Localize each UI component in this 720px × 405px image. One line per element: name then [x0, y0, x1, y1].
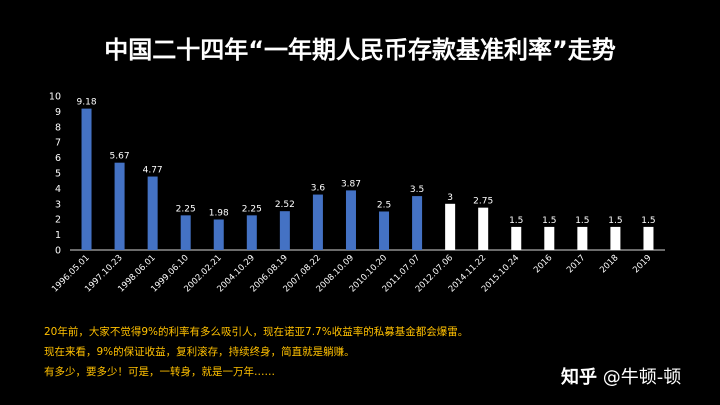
y-tick-label: 1 — [55, 230, 61, 241]
value-labels-group: 9.18 5.67 4.77 2.25 1.98 2.25 2.52 3.6 3.87 2.5 3.… — [77, 98, 656, 226]
bar-value-label: 2.52 — [275, 200, 295, 210]
note-line-2: 现在来看，9%的保证收益，复利滚存，持续终身，简直就是躺赚。 — [44, 346, 355, 358]
bar-value-label: 1.5 — [641, 216, 655, 226]
bar — [379, 211, 390, 250]
bar — [345, 190, 356, 250]
y-tick-label: 3 — [55, 199, 61, 210]
y-tick-label: 9 — [55, 107, 61, 118]
bar-value-label: 3.5 — [410, 185, 424, 195]
y-tick-label: 6 — [55, 153, 61, 164]
bar-value-label: 1.98 — [209, 209, 229, 219]
bar — [577, 226, 588, 250]
y-axis: 0 1 2 3 4 5 6 7 8 9 10 — [49, 92, 665, 257]
chart-title: 中国二十四年“一年期人民币存款基准利率”走势 — [104, 36, 616, 64]
bar — [147, 176, 158, 250]
watermark-zhihu-logo: 知乎 — [561, 367, 597, 388]
bar — [643, 226, 654, 250]
note-line-1: 20年前，大家不觉得9%的利率有多么吸引人，现在诺亚7.7%收益率的私募基金都会… — [44, 326, 469, 338]
y-tick-label: 4 — [55, 184, 61, 195]
y-tick-label: 2 — [55, 215, 61, 226]
bar — [213, 219, 224, 250]
x-tick-label: 2016 — [532, 253, 554, 275]
bar — [114, 162, 125, 250]
y-tick-label: 10 — [49, 92, 61, 103]
bar — [279, 211, 290, 250]
bar-chart: 0 1 2 3 4 5 6 7 8 9 10 9.18 5.67 4.77 2.25 1.98 2.25 2.5… — [49, 92, 665, 295]
bar-value-label: 2.75 — [473, 197, 493, 207]
bar — [610, 226, 621, 250]
bar — [312, 194, 323, 250]
bar — [412, 196, 423, 250]
bar-value-label: 1.5 — [575, 216, 589, 226]
x-tick-labels-group: 1996.05.011997.10.231998.06.011999.06.10… — [50, 253, 653, 294]
bar — [180, 215, 191, 250]
x-tick-label: 2017 — [565, 253, 587, 275]
bar-value-label: 9.18 — [77, 98, 97, 108]
y-tick-label: 0 — [55, 246, 61, 257]
bar-value-label: 3 — [447, 193, 453, 203]
y-tick-label: 8 — [55, 122, 61, 133]
y-tick-label: 7 — [55, 138, 61, 149]
watermark: 知乎 @牛顿-顿 — [561, 363, 681, 389]
bar — [478, 207, 489, 250]
bar-value-label: 1.5 — [542, 216, 556, 226]
bar-value-label: 2.5 — [377, 201, 391, 211]
bar-value-label: 1.5 — [509, 216, 523, 226]
bar — [81, 108, 92, 251]
bar — [445, 203, 456, 250]
bar-value-label: 3.87 — [341, 179, 361, 189]
bar-value-label: 2.25 — [242, 204, 262, 214]
note-line-3: 有多少，要多少！可是，一转身，就是一万年…… — [44, 366, 275, 378]
bars-group — [81, 108, 654, 251]
notes: 20年前，大家不觉得9%的利率有多么吸引人，现在诺亚7.7%收益率的私募基金都会… — [44, 322, 468, 382]
bar — [246, 215, 257, 250]
bar — [511, 226, 522, 250]
y-tick-label: 5 — [55, 169, 61, 180]
x-tick-label: 2019 — [631, 253, 653, 275]
watermark-handle: @牛顿-顿 — [602, 367, 682, 388]
bar-value-label: 3.6 — [311, 184, 326, 194]
bar-value-label: 1.5 — [608, 216, 622, 226]
bar-value-label: 4.77 — [143, 166, 163, 176]
x-tick-label: 2018 — [598, 253, 620, 275]
bar-value-label: 5.67 — [110, 152, 130, 162]
bar-value-label: 2.25 — [176, 204, 196, 214]
bar — [544, 226, 555, 250]
